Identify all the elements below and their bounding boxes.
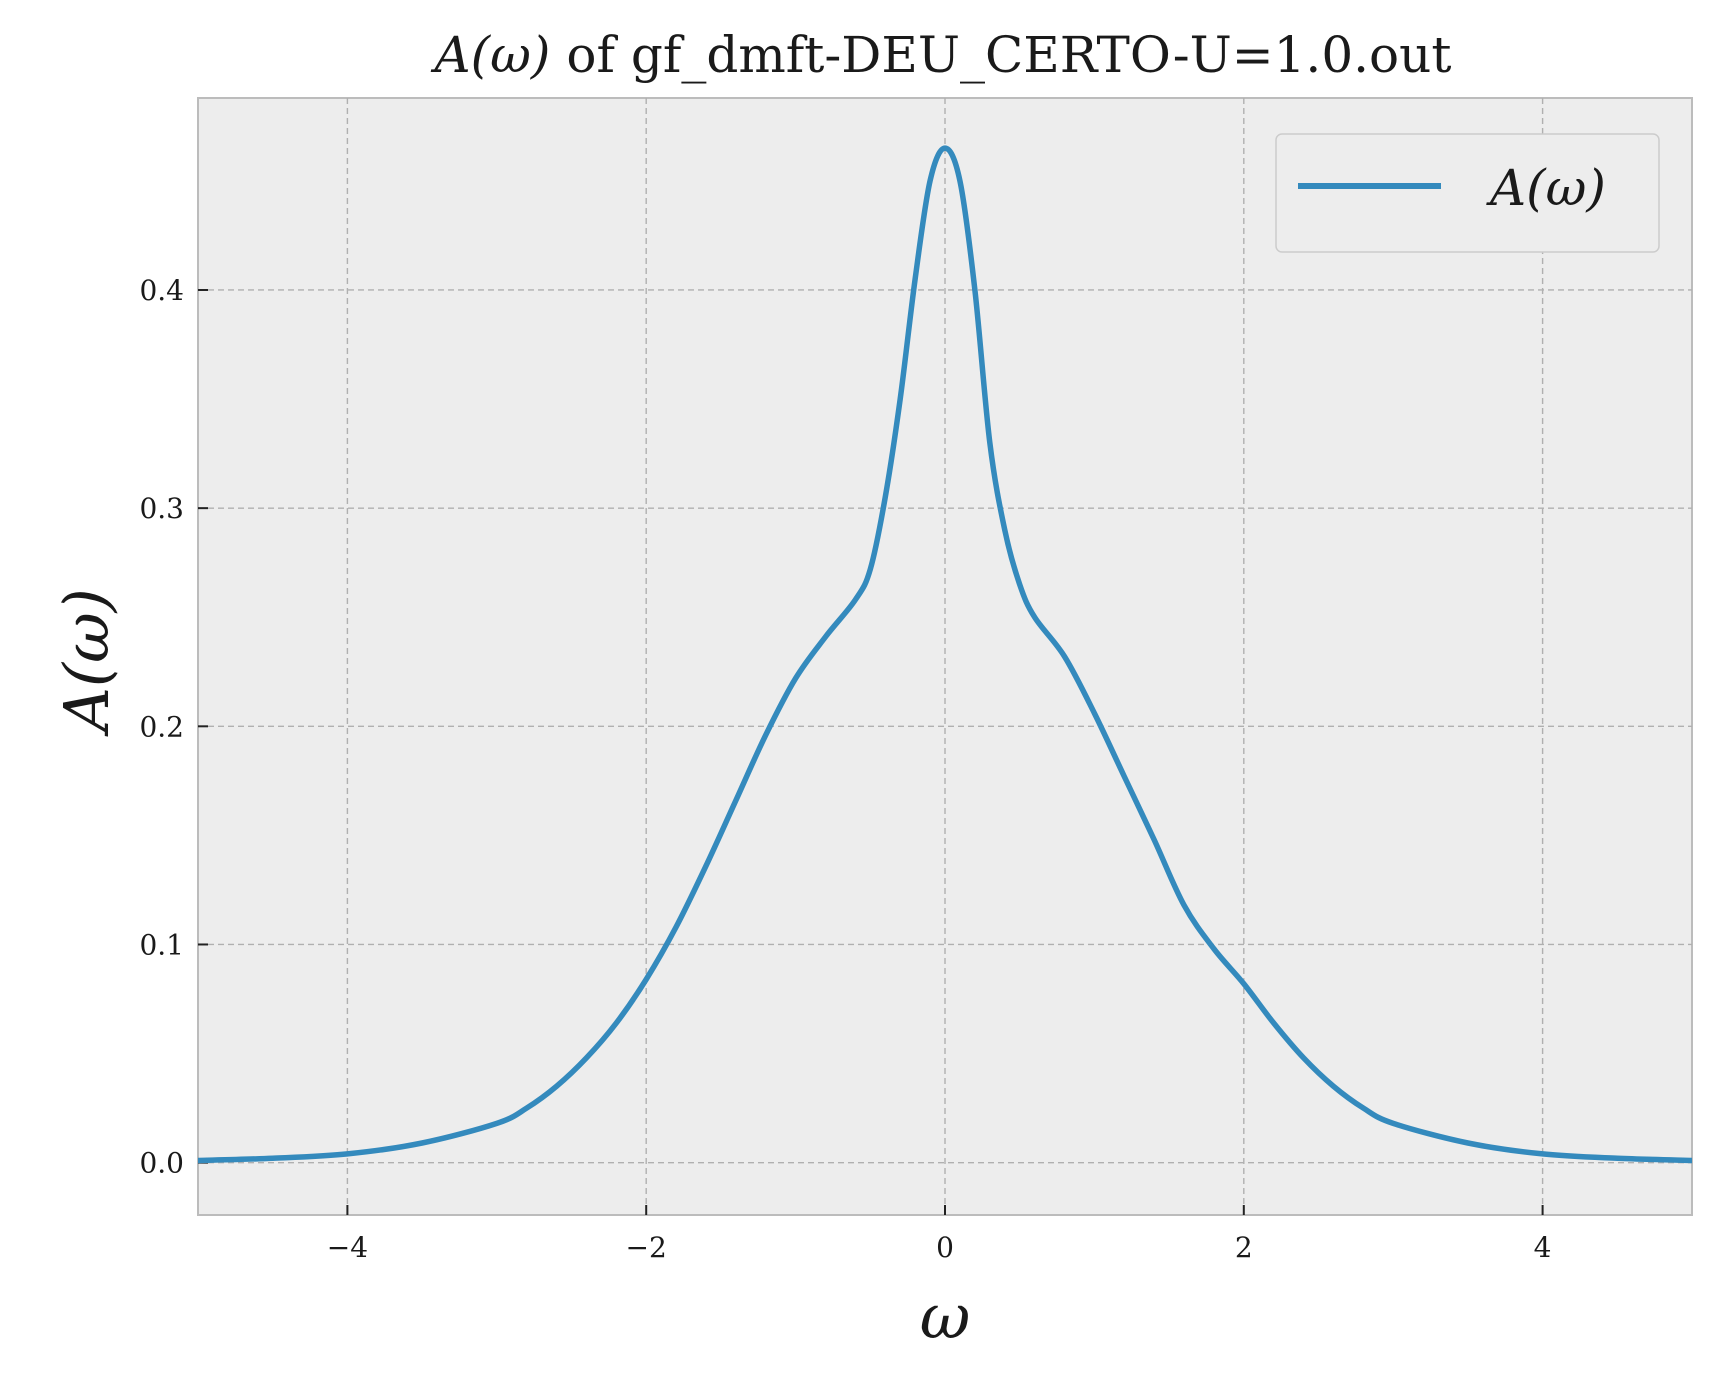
grid-lines [198, 98, 1692, 1215]
y-tick-label: 0.2 [139, 710, 184, 743]
y-tick-label: 0.3 [139, 492, 184, 525]
x-tick-label: 0 [936, 1231, 954, 1264]
y-tick-label: 0.0 [139, 1147, 184, 1180]
legend: A(ω) [1275, 133, 1660, 253]
chart-title-rest: of gf_dmft-DEU_CERTO-U=1.0.out [550, 26, 1451, 84]
chart-title: A(ω) of gf_dmft-DEU_CERTO-U=1.0.out [431, 26, 1452, 84]
y-tick-label: 0.1 [139, 928, 184, 961]
legend-label: A(ω) [1486, 159, 1606, 217]
x-tick-label: −2 [626, 1231, 667, 1264]
legend-box [1275, 133, 1660, 253]
x-tick-label: 4 [1534, 1231, 1552, 1264]
plot-area [197, 97, 1693, 1216]
y-tick-label: 0.4 [139, 274, 184, 307]
axis-ticks: −4 −2 0 2 4 0.0 0.1 0.2 0.3 0.4 [139, 274, 1551, 1264]
x-axis-label: ω [920, 1280, 971, 1353]
x-tick-label: 2 [1235, 1231, 1253, 1264]
y-axis-label: A(ω) [50, 588, 123, 737]
x-tick-label: −4 [327, 1231, 368, 1264]
series-layer [198, 145, 1692, 1164]
series-line [198, 145, 1692, 1164]
chart-title-main: A(ω) [431, 26, 551, 84]
